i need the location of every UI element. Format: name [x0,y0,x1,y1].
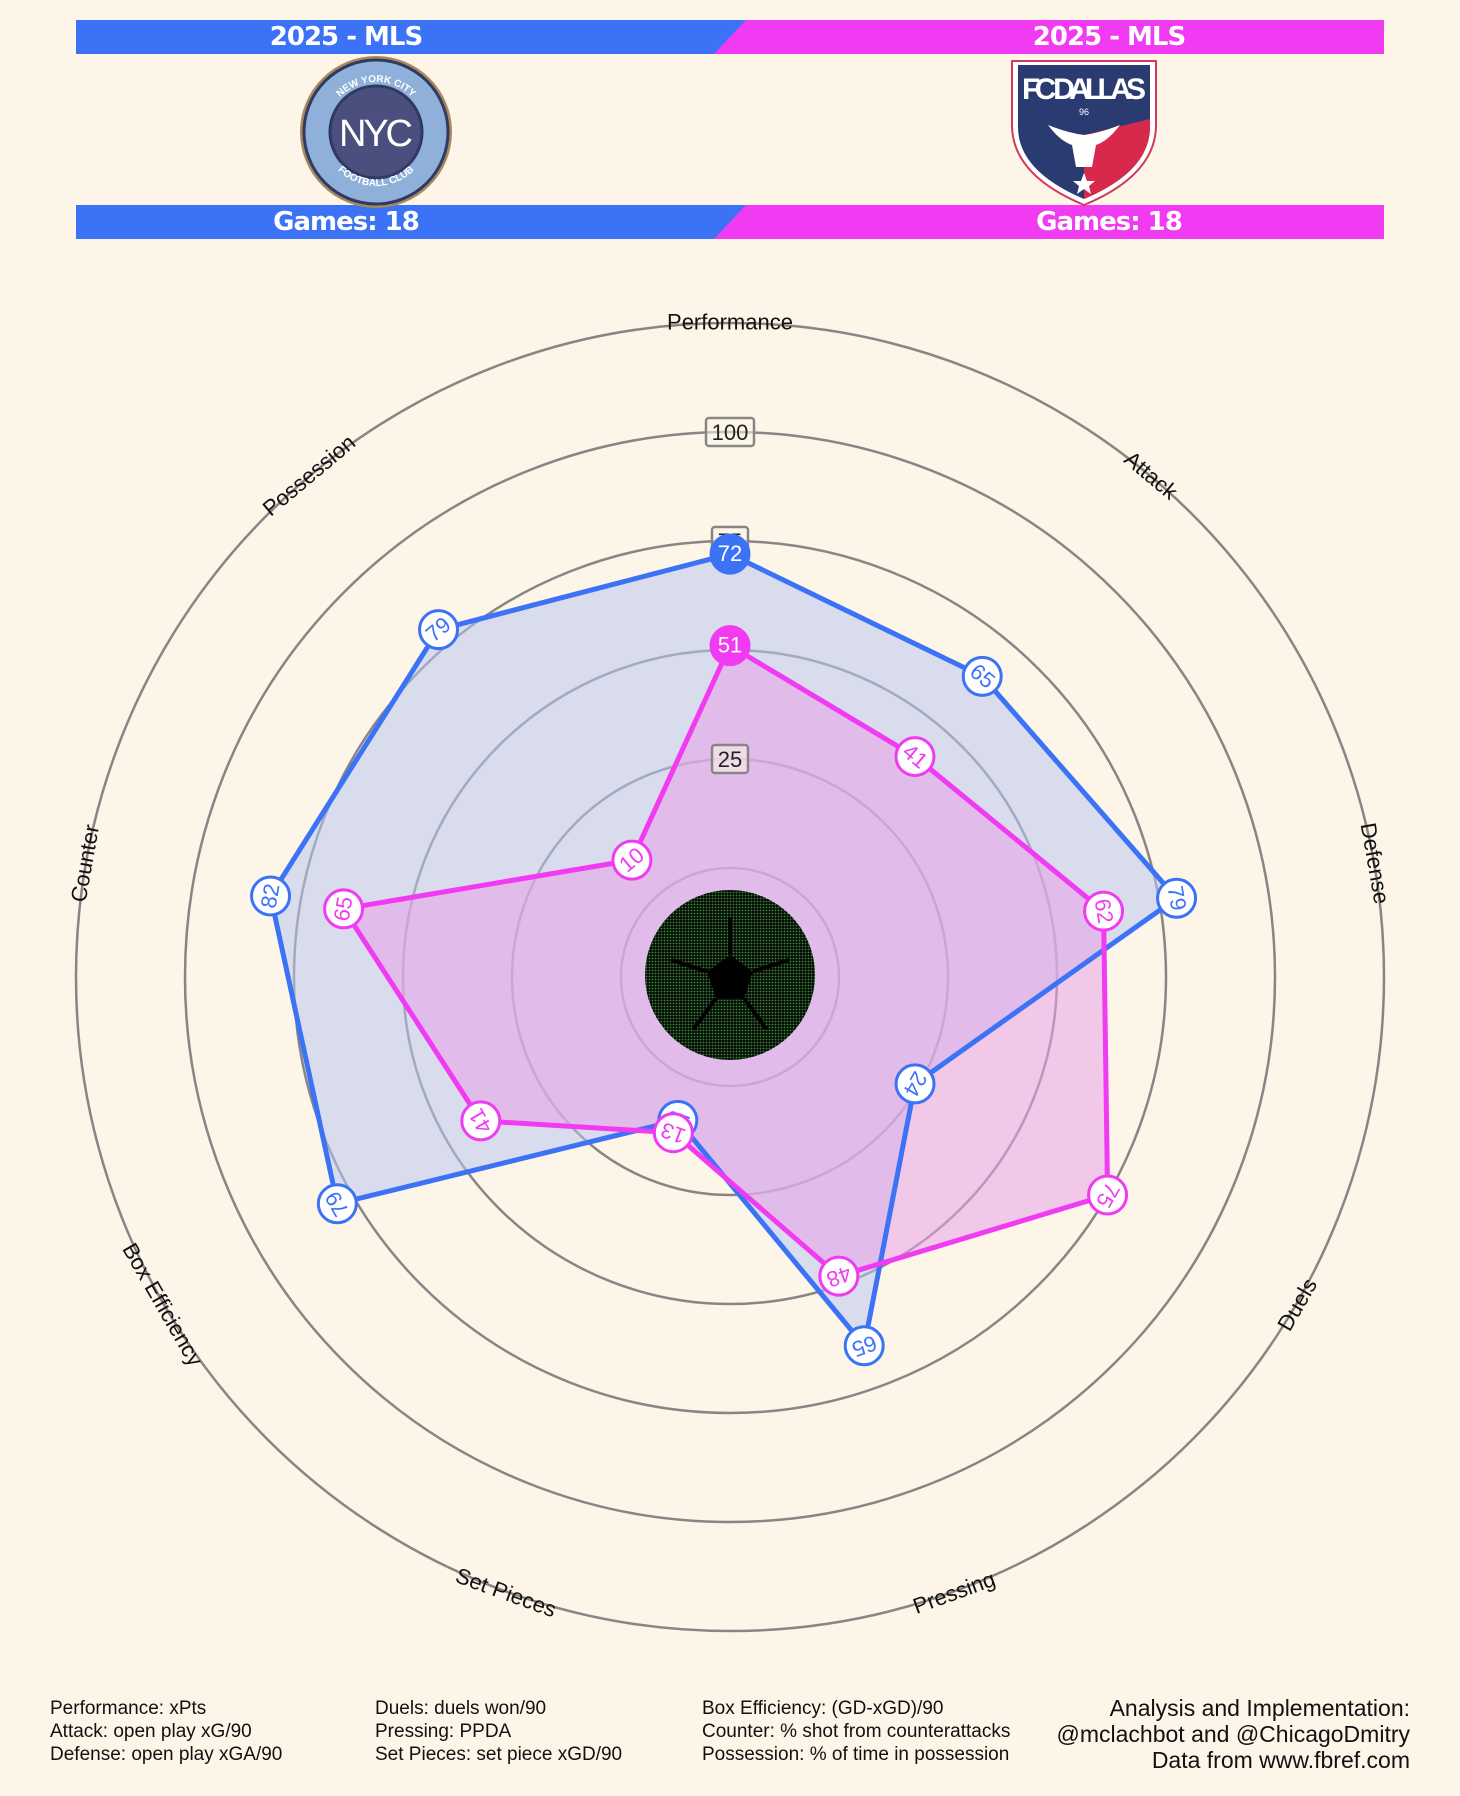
axis-label: Duels [1272,1274,1322,1335]
data-point: 82 [250,875,292,917]
data-label: 82 [256,882,285,910]
footer-legend-col-1: Performance: xPts Attack: open play xG/9… [50,1697,282,1766]
footer-line: Counter: % shot from counterattacks [702,1721,1011,1742]
axis-label: Box Efficiency [117,1239,208,1371]
data-point-marker [818,1255,860,1297]
axis-label: Performance [667,310,793,335]
footer-line: Attack: open play xG/90 [50,1721,252,1742]
footer-line: Possession: % of time in possession [702,1744,1010,1765]
credits-line: Analysis and Implementation: [1109,1695,1410,1721]
nycfc-logo: NEW YORK CITY FOOTBALL CLUB NYC [300,56,452,208]
left-season-label: 2025 - MLS [269,22,423,52]
footer-line: Duels: duels won/90 [375,1698,547,1719]
soccer-ball-seam [742,997,769,1031]
data-point-marker [709,625,751,667]
data-point: 62 [1083,890,1125,932]
data-point-marker [460,1100,502,1142]
soccer-ball-seam [691,997,718,1031]
axis-label: Possession [258,430,360,521]
right-games-label: Games: 18 [1036,207,1183,237]
footer-legend-col-2: Duels: duels won/90 Pressing: PPDA Set P… [375,1697,622,1766]
ring-label: 25 [718,747,742,772]
data-point-marker [709,533,751,575]
footer-line: Defense: open play xGA/90 [50,1744,283,1765]
axis-label: Pressing [910,1566,999,1619]
data-point-marker [323,888,365,930]
data-point-marker [1083,890,1125,932]
credits-line: @mclachbot and @ChicagoDmitry [1056,1721,1411,1747]
fc-dallas-96: 96 [1079,107,1089,117]
fc-dallas-logo: FC DALLAS 96 [1011,60,1157,207]
data-point: 79 [418,609,460,651]
data-point-marker [418,609,460,651]
series-line [268,551,1180,1349]
data-point-marker [843,1325,885,1367]
data-point-marker [250,875,292,917]
footer-line: Performance: xPts [50,1698,207,1719]
soccer-ball-seam [670,957,708,974]
ring-label-box [704,416,756,448]
data-point-marker [894,1063,936,1105]
data-point-marker [316,1183,358,1225]
right-season-banner: 2025 - MLS [714,20,1384,54]
data-label: 51 [718,633,742,658]
data-label: 79 [1163,884,1192,912]
data-point: 48 [818,1255,860,1297]
footer-line: Set Pieces: set piece xGD/90 [375,1744,623,1765]
data-point: 75 [1087,1174,1129,1216]
data-point: 24 [894,1063,936,1105]
data-point: 41 [894,736,936,778]
radar-chart: 2575100 72657924651079827951416275481341… [66,310,1395,1633]
left-games-label: Games: 18 [273,207,420,237]
data-point: 51 [709,625,751,667]
data-point: 65 [323,888,365,930]
soccer-ball-seam [752,957,790,974]
data-point-marker [652,1112,694,1154]
data-point: 10 [611,839,653,881]
data-point-marker [894,736,936,778]
data-point-marker [961,655,1003,697]
right-season-label: 2025 - MLS [1032,22,1186,52]
data-point: 65 [961,655,1003,697]
left-games-banner: Games: 18 [76,205,746,239]
data-point: 72 [709,533,751,575]
axis-label: Set Pieces [452,1563,559,1622]
ring-label-box [710,743,750,775]
soccer-ball-patch [707,955,753,999]
footer-legend-col-3: Box Efficiency: (GD-xGD)/90 Counter: % s… [702,1697,1010,1766]
ring-label: 100 [712,420,749,445]
axis-label: Defense [1356,821,1395,906]
nycfc-monogram: NYC [339,113,413,155]
data-point: 41 [460,1100,502,1142]
axis-label: Counter [66,823,104,904]
credits: Analysis and Implementation: @mclachbot … [1057,1695,1411,1773]
data-point: 65 [843,1325,885,1367]
data-point: 79 [1156,877,1198,919]
left-season-banner: 2025 - MLS [76,20,746,54]
grid-ring [74,321,1386,1633]
data-label: 72 [718,541,742,566]
data-point-marker [1087,1174,1129,1216]
footer-line: Pressing: PPDA [375,1721,512,1742]
data-label: 65 [329,895,358,923]
footer-line: Box Efficiency: (GD-xGD)/90 [702,1698,944,1719]
fc-dallas-wordmark: FC DALLAS [1022,73,1146,106]
data-point: 13 [652,1112,694,1154]
data-point: 79 [316,1183,358,1225]
data-label: 62 [1090,897,1119,925]
data-point-marker [611,839,653,881]
data-point-marker [1156,877,1198,919]
credits-line: Data from www.fbref.com [1151,1747,1410,1773]
right-games-banner: Games: 18 [714,205,1384,239]
series-line [341,643,1111,1279]
